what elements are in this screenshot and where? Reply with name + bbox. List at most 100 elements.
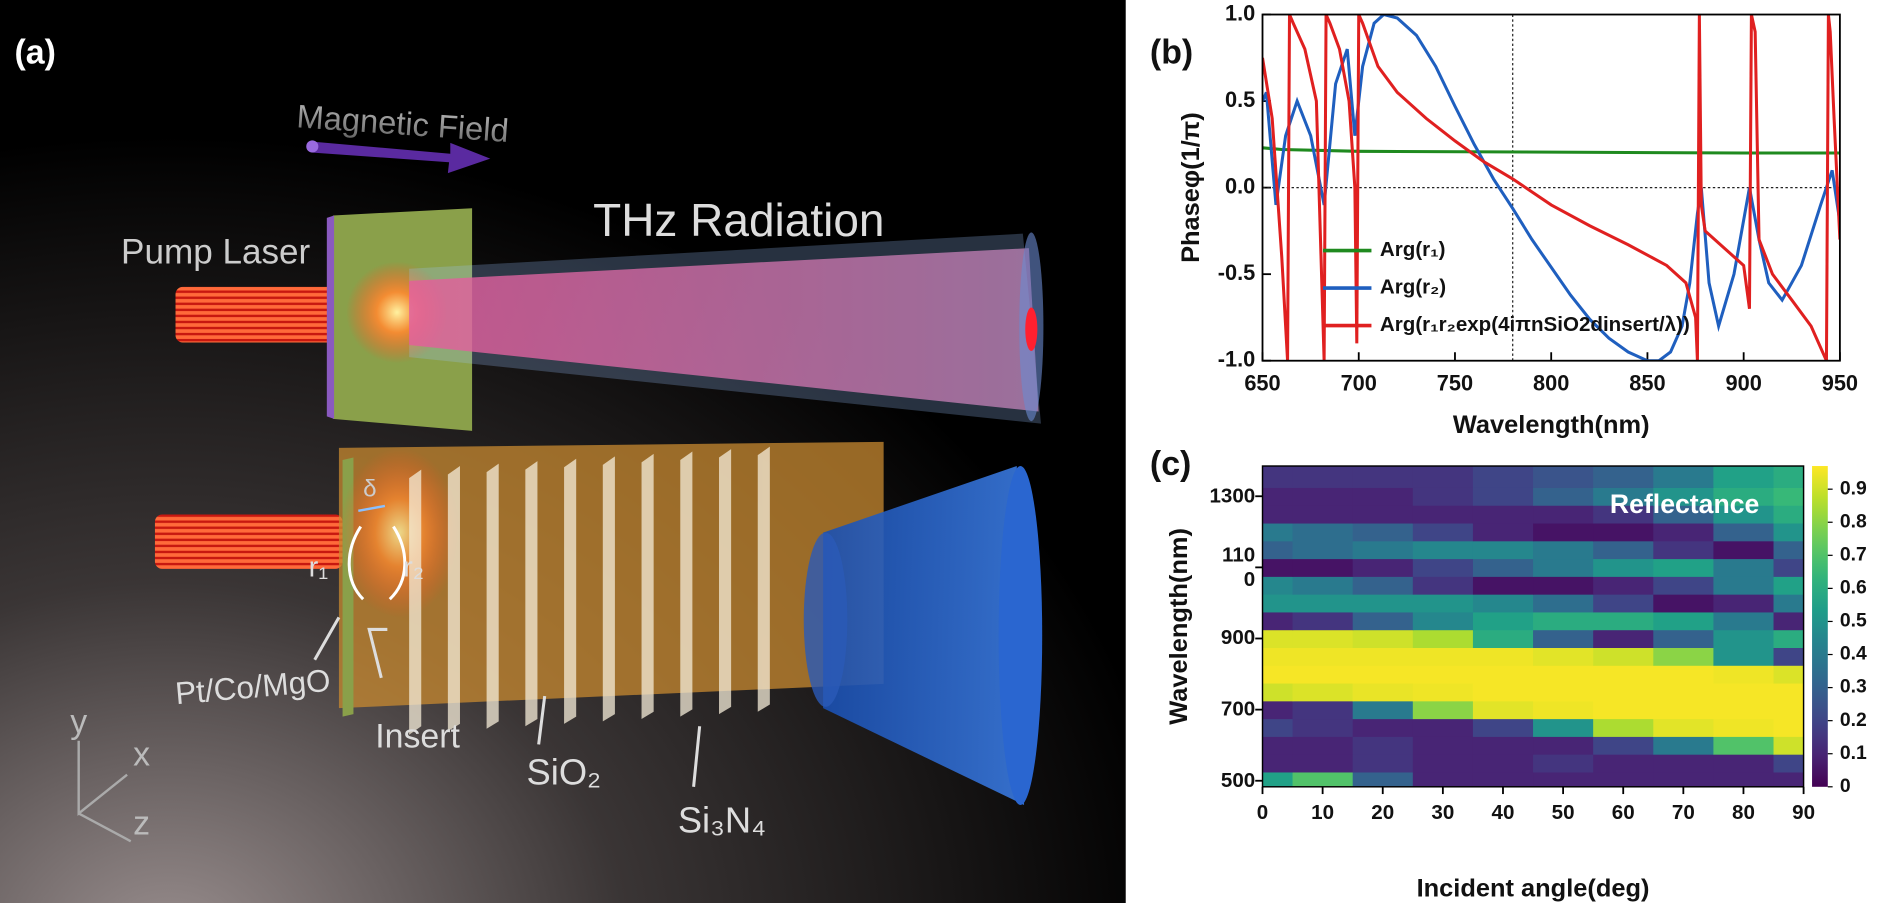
heatmap-cell bbox=[1472, 647, 1534, 666]
heatmap-cell bbox=[1352, 540, 1414, 560]
heatmap-cell bbox=[1262, 647, 1294, 666]
heatmap-cell bbox=[1472, 576, 1534, 595]
plate-edge bbox=[326, 215, 335, 419]
y-axis-label: Wavelength(nm) bbox=[1165, 528, 1193, 725]
legend-label: Arg(r₁) bbox=[1380, 238, 1446, 261]
panel-c: (c) Reflectance 0 10 20 30 40 50 60 70 80 90 500 700 9… bbox=[1150, 445, 1867, 902]
x-tick-label: 700 bbox=[1341, 371, 1377, 396]
heatmap-cell bbox=[1773, 647, 1804, 666]
heatmap-cell bbox=[1352, 682, 1414, 702]
heatmap-cell bbox=[1713, 700, 1775, 720]
heatmap-cell bbox=[1352, 611, 1414, 631]
x-tick-label: 900 bbox=[1726, 371, 1762, 396]
bragg-layers bbox=[409, 446, 770, 735]
heatmap-cell bbox=[1533, 487, 1594, 506]
heatmap-cell bbox=[1593, 629, 1654, 648]
colorbar-tick-label: 0.6 bbox=[1840, 576, 1867, 598]
heatmap-cell bbox=[1412, 771, 1474, 787]
heatmap-cell bbox=[1472, 522, 1534, 542]
heatmap-cell bbox=[1713, 718, 1775, 737]
heatmap-cell bbox=[1533, 540, 1594, 560]
heatmap-cell bbox=[1262, 505, 1294, 524]
heatmap-cell bbox=[1773, 700, 1804, 720]
heatmap-cell bbox=[1593, 611, 1654, 631]
heatmap-cell bbox=[1533, 611, 1594, 631]
heatmap-cell bbox=[1352, 576, 1414, 595]
reflection-arcs bbox=[347, 525, 407, 601]
heatmap-cell bbox=[1533, 629, 1594, 648]
heatmap-cell bbox=[1262, 466, 1294, 488]
heatmap-cell bbox=[1653, 682, 1715, 702]
heatmap-cell bbox=[1773, 505, 1804, 524]
heatmap-cell bbox=[1653, 700, 1715, 720]
heatmap-cell bbox=[1412, 487, 1474, 506]
heatmap-cell bbox=[1412, 558, 1474, 577]
heatmap-cell bbox=[1593, 466, 1654, 488]
y-tick-label: -0.5 bbox=[1218, 260, 1256, 285]
x-tick-label: 50 bbox=[1552, 801, 1575, 824]
heatmap-cell bbox=[1533, 558, 1594, 577]
heatmap-cell bbox=[1292, 754, 1354, 773]
heatmap-cell bbox=[1533, 522, 1594, 542]
heatmap-cell bbox=[1773, 718, 1804, 737]
heatmap-cell bbox=[1472, 505, 1534, 524]
heatmap-cell bbox=[1412, 682, 1474, 702]
heatmap-cell bbox=[1412, 736, 1474, 755]
heatmap-cell bbox=[1412, 629, 1474, 648]
heatmap-cell bbox=[1472, 700, 1534, 720]
x-tick-label: 0 bbox=[1257, 801, 1268, 824]
r2-label: r₂ bbox=[403, 552, 424, 584]
lines bbox=[1262, 14, 1840, 361]
heatmap-cell bbox=[1653, 718, 1715, 737]
heatmap-cell bbox=[1292, 611, 1354, 631]
panel-b: (b) 650 700 750 800 850 900 950 -1.0 -0.5 0.0 0.5 1.… bbox=[1150, 0, 1858, 439]
colorbar-tick-label: 0.1 bbox=[1840, 742, 1867, 764]
colorbar-tick-label: 0 bbox=[1840, 775, 1851, 797]
heatmap-cell bbox=[1352, 700, 1414, 720]
heatmap-cell bbox=[1352, 522, 1414, 542]
heatmap-cell bbox=[1292, 736, 1354, 755]
heatmap-cell bbox=[1773, 629, 1804, 648]
heatmap-cell bbox=[1653, 540, 1715, 560]
heatmap-cell bbox=[1653, 522, 1715, 542]
heatmap-cell bbox=[1292, 487, 1354, 506]
panel-label: (b) bbox=[1150, 33, 1193, 71]
plot-frame bbox=[1261, 465, 1805, 788]
blue-cone bbox=[823, 466, 1025, 805]
y-tick-label: 700 bbox=[1220, 697, 1256, 721]
heatmap-cell bbox=[1773, 594, 1804, 613]
heatmap-cell bbox=[1653, 647, 1715, 666]
colorbar-tick-label: 0.2 bbox=[1840, 709, 1867, 731]
heatmap-cell bbox=[1412, 611, 1474, 631]
heatmap-cell bbox=[1773, 522, 1804, 542]
heatmap-cell bbox=[1653, 576, 1715, 595]
sio2-label: SiO₂ bbox=[527, 751, 602, 792]
heatmap-cell bbox=[1593, 682, 1654, 702]
heatmap-cell bbox=[1653, 594, 1715, 613]
panel-label: (a) bbox=[15, 33, 56, 71]
heatmap-cell bbox=[1713, 594, 1775, 613]
x-tick-label: 60 bbox=[1612, 801, 1635, 824]
heatmap-cell bbox=[1262, 540, 1294, 560]
x-tick-label: 20 bbox=[1371, 801, 1394, 824]
heatmap-cell bbox=[1292, 718, 1354, 737]
heatmap-cell bbox=[1713, 682, 1775, 702]
annotation: Reflectance bbox=[1610, 489, 1759, 519]
heatmap-cell bbox=[1593, 736, 1654, 755]
heatmap-cell bbox=[1713, 576, 1775, 595]
x-tick-label: 800 bbox=[1533, 371, 1569, 396]
heatmap-cell bbox=[1262, 594, 1294, 613]
heatmap-cell bbox=[1352, 505, 1414, 524]
x-tick-label: 30 bbox=[1431, 801, 1454, 824]
y-tick-label-box: 110 0 bbox=[1222, 543, 1255, 590]
pump-beam-lower bbox=[154, 514, 343, 569]
cells bbox=[1262, 466, 1804, 787]
heatmap-cell bbox=[1713, 611, 1775, 631]
y-tick-label-box: 700 bbox=[1220, 697, 1256, 721]
heatmap-cell bbox=[1653, 505, 1715, 524]
heatmap-cell bbox=[1773, 576, 1804, 595]
heatmap-cell bbox=[1292, 594, 1354, 613]
heatmap-cell bbox=[1533, 594, 1594, 613]
y-tick-label: 500 bbox=[1220, 768, 1256, 792]
